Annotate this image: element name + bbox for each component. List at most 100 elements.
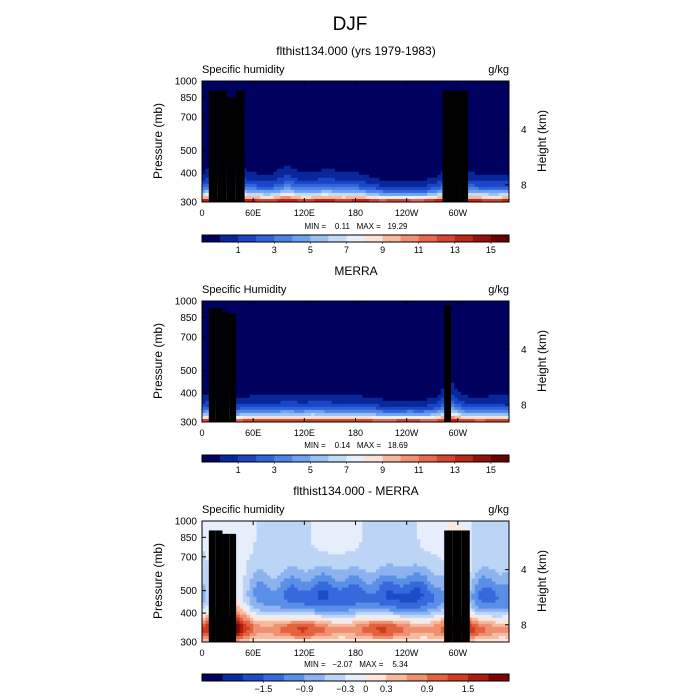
heatmap-cell	[341, 111, 346, 115]
heatmap-cell	[382, 162, 387, 167]
heatmap-cell	[270, 189, 275, 194]
heatmap-cell	[413, 189, 418, 194]
heatmap-cell	[290, 144, 295, 149]
heatmap-cell	[451, 310, 456, 314]
heatmap-cell	[481, 337, 486, 341]
heatmap-cell	[355, 147, 360, 152]
heatmap-cell	[430, 325, 435, 329]
heatmap-cell	[403, 331, 408, 335]
heatmap-cell	[338, 183, 343, 188]
heatmap-cell	[290, 189, 295, 194]
heatmap-cell	[352, 331, 357, 335]
heatmap-cell	[403, 156, 408, 161]
heatmap-cell	[266, 183, 271, 188]
heatmap-cell	[396, 331, 401, 335]
heatmap-cell	[352, 304, 357, 308]
heatmap-cell	[471, 147, 476, 152]
heatmap-cell	[505, 195, 509, 200]
heatmap-cell	[232, 301, 237, 305]
heatmap-cell	[202, 150, 207, 155]
heatmap-cell	[379, 90, 384, 94]
heatmap-cell	[399, 331, 404, 335]
heatmap-cell	[331, 325, 336, 329]
heatmap-cell	[468, 192, 473, 197]
heatmap-cell	[266, 334, 271, 338]
heatmap-cell	[362, 147, 367, 152]
heatmap-cell	[341, 313, 346, 317]
heatmap-cell	[358, 117, 363, 121]
y-tick-label: 400	[180, 169, 197, 180]
heatmap-cell	[451, 340, 456, 344]
heatmap-cell	[294, 90, 299, 94]
heatmap-cell	[270, 340, 275, 344]
heatmap-cell	[355, 141, 360, 146]
heatmap-cell	[362, 123, 367, 127]
heatmap-cell	[246, 105, 251, 109]
heatmap-cell	[389, 87, 394, 91]
heatmap-cell	[362, 189, 367, 194]
heatmap-cell	[403, 162, 408, 167]
heatmap-cell	[375, 171, 380, 176]
heatmap-cell	[474, 337, 479, 341]
heatmap-cell	[259, 307, 264, 311]
heatmap-cell	[290, 183, 295, 188]
heatmap-cell	[314, 87, 319, 91]
heatmap-cell	[430, 150, 435, 155]
heatmap-cell	[249, 319, 254, 323]
heatmap-cell	[413, 120, 418, 124]
heatmap-cell	[485, 174, 490, 179]
heatmap-cell	[273, 108, 278, 112]
heatmap-cell	[362, 138, 367, 143]
heatmap-cell	[386, 156, 391, 161]
heatmap-cell	[341, 174, 346, 179]
heatmap-cell	[300, 132, 305, 137]
heatmap-cell	[290, 301, 295, 305]
heatmap-cell	[440, 334, 445, 338]
heatmap-cell	[495, 123, 500, 127]
colorbar-swatch	[310, 235, 329, 242]
heatmap-cell	[498, 156, 503, 161]
heatmap-cell	[355, 105, 360, 109]
heatmap-cell	[253, 96, 258, 100]
heatmap-cell	[481, 328, 486, 332]
heatmap-cell	[393, 105, 398, 109]
heatmap-cell	[369, 87, 374, 91]
heatmap-cell	[362, 174, 367, 179]
heatmap-cell	[259, 114, 264, 118]
heatmap-cell	[382, 141, 387, 146]
heatmap-cell	[375, 159, 380, 164]
heatmap-cell	[437, 114, 442, 118]
heatmap-cell	[491, 331, 496, 335]
heatmap-cell	[256, 343, 261, 347]
heatmap-cell	[270, 171, 275, 176]
heatmap-cell	[485, 162, 490, 167]
heatmap-cell	[362, 90, 367, 94]
heatmap-cell	[331, 84, 336, 88]
heatmap-cell	[352, 177, 357, 182]
heatmap-cell	[280, 343, 285, 347]
heatmap-cell	[433, 120, 438, 124]
heatmap-cell	[430, 111, 435, 115]
heatmap-cell	[311, 168, 316, 173]
heatmap-cell	[236, 319, 241, 323]
heatmap-cell	[280, 135, 285, 140]
heatmap-cell	[324, 183, 329, 188]
heatmap-cell	[382, 168, 387, 173]
heatmap-cell	[386, 328, 391, 332]
heatmap-cell	[249, 313, 254, 317]
heatmap-cell	[358, 84, 363, 88]
heatmap-cell	[317, 316, 322, 320]
heatmap-cell	[205, 198, 210, 202]
heatmap-cell	[495, 304, 500, 308]
heatmap-cell	[379, 99, 384, 103]
heatmap-cell	[294, 87, 299, 91]
heatmap-cell	[277, 171, 282, 176]
heatmap-cell	[277, 150, 282, 155]
heatmap-cell	[242, 132, 247, 137]
heatmap-cell	[393, 144, 398, 149]
heatmap-cell	[502, 123, 507, 127]
heatmap-cell	[416, 126, 421, 131]
heatmap-cell	[396, 177, 401, 182]
heatmap-cell	[297, 99, 302, 103]
heatmap-cell	[358, 90, 363, 94]
